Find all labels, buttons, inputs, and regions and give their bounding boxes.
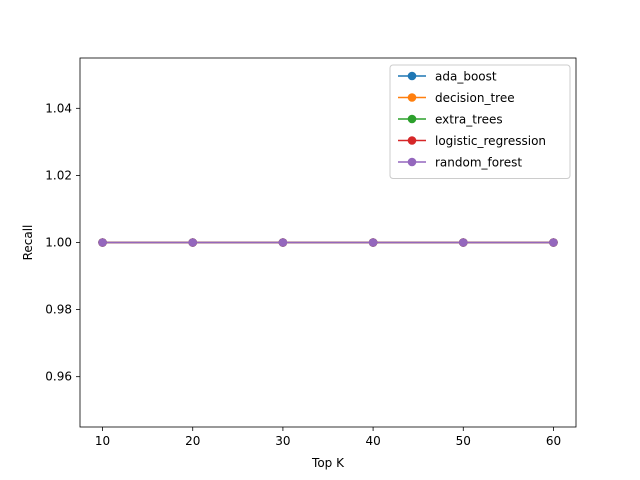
legend-label: random_forest xyxy=(435,156,522,170)
legend-item: decision_tree xyxy=(398,91,515,105)
legend-label: logistic_regression xyxy=(435,134,546,148)
x-tick-label: 50 xyxy=(456,434,471,448)
x-tick-label: 30 xyxy=(275,434,290,448)
y-tick-label: 0.98 xyxy=(45,303,72,317)
legend-swatch-marker xyxy=(407,157,417,167)
data-point xyxy=(458,238,468,247)
ticks-layer: 10 20 30 40 50 60 0.96 0.98 1.00 1.02 1.04 xyxy=(45,101,561,448)
y-tick-label: 1.02 xyxy=(45,168,72,182)
data-point xyxy=(278,238,288,247)
legend-label: extra_trees xyxy=(435,113,503,127)
legend-swatch-marker xyxy=(407,71,417,81)
legend-item: random_forest xyxy=(398,156,522,170)
y-axis-label: Recall xyxy=(21,225,35,261)
legend-swatch-marker xyxy=(407,93,417,102)
legend-item: extra_trees xyxy=(398,113,503,127)
legend-item: ada_boost xyxy=(398,70,497,84)
legend-label: ada_boost xyxy=(435,70,497,84)
x-axis-label: Top K xyxy=(311,456,345,470)
series-random-forest xyxy=(98,238,558,247)
legend-swatch-marker xyxy=(407,136,417,145)
y-tick-label: 1.04 xyxy=(45,101,72,115)
data-point xyxy=(98,238,107,247)
data-point xyxy=(368,238,378,247)
series-layer xyxy=(98,238,558,247)
x-tick-label: 40 xyxy=(365,434,380,448)
x-tick-label: 10 xyxy=(95,434,110,448)
data-point xyxy=(188,238,198,247)
legend-item: logistic_regression xyxy=(398,134,546,148)
y-tick-label: 1.00 xyxy=(45,236,72,250)
x-tick-label: 60 xyxy=(546,434,561,448)
legend-swatch-marker xyxy=(407,114,417,124)
legend-box xyxy=(389,64,571,179)
legend-label: decision_tree xyxy=(435,91,515,105)
x-tick-label: 20 xyxy=(185,434,200,448)
y-tick-label: 0.96 xyxy=(45,370,72,384)
data-point xyxy=(549,238,558,247)
legend: ada_boost decision_tree extra_treeslogisti… xyxy=(389,64,571,179)
